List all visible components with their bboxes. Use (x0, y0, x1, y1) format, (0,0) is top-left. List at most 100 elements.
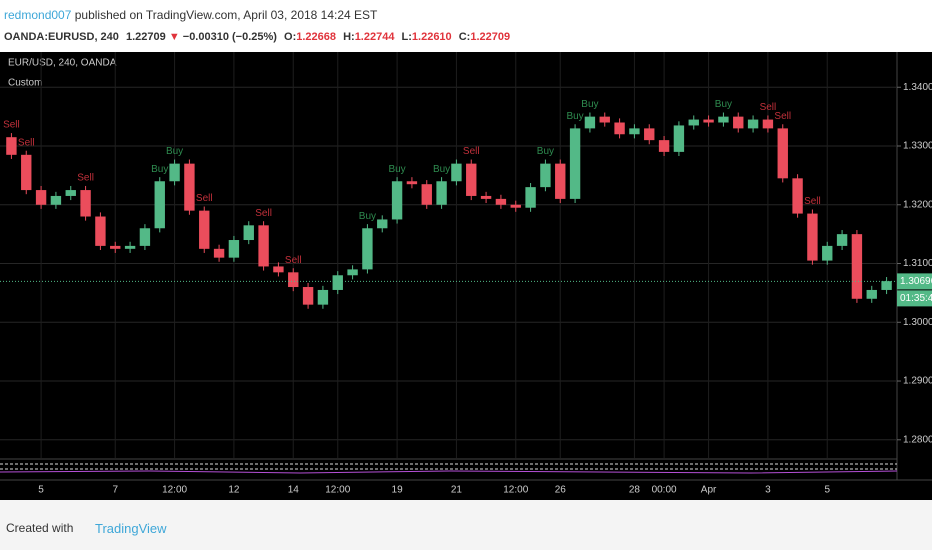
candle-body (555, 163, 566, 199)
x-tick-label: 12 (228, 485, 240, 496)
candle-body (451, 163, 462, 182)
x-tick-label: 3 (765, 485, 771, 496)
x-tick-label: 19 (392, 485, 404, 496)
candle-body (644, 128, 655, 141)
published: published on TradingView.com, April 03, … (74, 8, 378, 22)
signal-label: Sell (77, 173, 94, 184)
candle-body (124, 245, 136, 249)
candle-body (362, 228, 373, 270)
candle-body (80, 190, 91, 217)
candle-body (199, 210, 210, 249)
candle-body (629, 128, 640, 135)
change: −0.00310 (−0.25%) (182, 31, 277, 43)
candle-body (851, 234, 863, 299)
candle-body (243, 225, 254, 241)
signal-label: Buy (715, 99, 732, 110)
candle-body (480, 195, 492, 199)
x-tick-label: Apr (701, 485, 717, 496)
candle-body (822, 245, 833, 261)
candle-body (807, 213, 818, 261)
l: 1.22610 (411, 31, 452, 43)
candle-body (21, 154, 32, 191)
candle-body (599, 116, 610, 123)
candle-body (332, 275, 343, 290)
x-tick-label: 14 (288, 485, 300, 496)
signal-label: Buy (359, 211, 376, 222)
created: Created with (6, 521, 74, 535)
candle-body (510, 204, 521, 208)
candle-body (6, 137, 17, 155)
candle-body (273, 266, 284, 273)
candle-body (406, 181, 418, 185)
x-tick-label: 5 (38, 485, 44, 496)
candle-body (35, 190, 47, 205)
x-tick-label: 12:00 (162, 485, 187, 496)
x-tick-label: 21 (451, 485, 463, 496)
signal-label: Sell (774, 111, 791, 122)
author[interactable]: redmond007 (4, 8, 72, 22)
y-tick-label: 1.29000 (903, 376, 932, 387)
signal-label: Buy (566, 111, 583, 122)
candle-body (228, 240, 240, 258)
footer: Created with TradingView (0, 500, 932, 550)
x-tick-label: 7 (112, 485, 118, 496)
x-tick-label: 28 (629, 485, 641, 496)
signal-label: Buy (537, 146, 554, 157)
x-tick-label: 5 (824, 485, 830, 496)
candle-body (792, 178, 803, 214)
candle-body (584, 116, 596, 129)
candle-body (184, 163, 195, 211)
signal-label: Buy (433, 164, 450, 175)
y-tick-label: 1.33000 (903, 141, 932, 152)
candle-body (688, 119, 699, 126)
signal-label: Buy (166, 146, 183, 157)
candle-body (50, 195, 62, 205)
chart-bg (0, 52, 932, 500)
x-tick-label: 00:00 (652, 485, 677, 496)
candle-body (288, 272, 299, 288)
indicator-line (0, 470, 898, 474)
candle-body (154, 181, 165, 229)
symbol: OANDA:EURUSD, 240 (4, 31, 119, 43)
brand[interactable]: TradingView (95, 521, 167, 536)
candle-body (95, 216, 106, 246)
candle-body (614, 122, 625, 135)
candle-body (421, 184, 432, 205)
candle-body (866, 289, 877, 299)
candle-body (777, 128, 788, 179)
candle-body (733, 116, 744, 129)
header: redmond007 published on TradingView.com,… (0, 0, 932, 52)
chart-title: EUR/USD, 240, OANDA (8, 58, 117, 69)
signal-label: Buy (388, 164, 405, 175)
candle-body (718, 116, 729, 123)
h: 1.22744 (354, 31, 395, 43)
candle-body (762, 119, 774, 129)
signal-label: Sell (285, 255, 302, 266)
signal-label: Buy (151, 164, 168, 175)
candle-body (673, 125, 685, 152)
last-price-box (897, 273, 932, 290)
candle-body (347, 269, 358, 276)
candle-body (466, 163, 477, 196)
candle-body (110, 245, 121, 249)
candle-body (377, 219, 388, 229)
candle-body (391, 181, 403, 220)
signal-label: Sell (804, 196, 821, 207)
countdown-box (897, 290, 932, 307)
candle-body (836, 234, 848, 246)
l-label: L: (401, 31, 412, 43)
price: 1.22709 (125, 31, 166, 43)
candle-body (169, 163, 180, 182)
signal-label: Buy (581, 99, 598, 110)
signal-label: Sell (3, 120, 20, 131)
candle-body (139, 228, 151, 246)
chart: EUR/USD, 240, OANDA Custom 1.28000 1.2900… (0, 52, 932, 500)
o-label: O: (284, 31, 297, 43)
h-label: H: (343, 31, 355, 43)
y-tick-label: 1.28000 (903, 434, 932, 445)
publish-line: redmond007 published on TradingView.com,… (4, 8, 377, 22)
c-label: C: (458, 31, 471, 43)
x-tick-label: 26 (555, 485, 567, 496)
candle-body (302, 287, 314, 305)
